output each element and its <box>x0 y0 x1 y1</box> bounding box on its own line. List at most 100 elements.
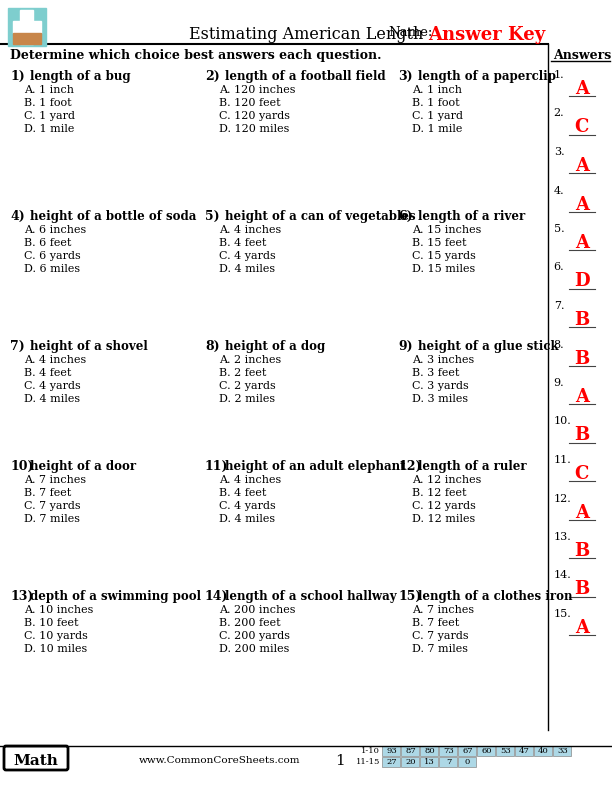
Text: B: B <box>574 581 589 599</box>
Text: A. 15 inches: A. 15 inches <box>412 225 482 235</box>
Text: B. 15 feet: B. 15 feet <box>412 238 466 248</box>
Text: C: C <box>575 465 589 483</box>
Text: A. 200 inches: A. 200 inches <box>219 605 296 615</box>
Text: D. 6 miles: D. 6 miles <box>24 264 80 274</box>
Text: 9): 9) <box>398 340 412 353</box>
Text: D. 4 miles: D. 4 miles <box>219 264 275 274</box>
Text: B: B <box>574 542 589 560</box>
Text: D. 200 miles: D. 200 miles <box>219 644 289 654</box>
Text: B. 4 feet: B. 4 feet <box>219 238 266 248</box>
Text: B. 4 feet: B. 4 feet <box>24 368 72 378</box>
Text: 80: 80 <box>424 747 435 755</box>
Text: A. 12 inches: A. 12 inches <box>412 475 482 485</box>
Text: D. 120 miles: D. 120 miles <box>219 124 289 134</box>
Text: B: B <box>574 349 589 367</box>
Text: height of a can of vegetables: height of a can of vegetables <box>225 210 416 223</box>
Text: C. 1 yard: C. 1 yard <box>412 111 463 121</box>
Text: A: A <box>575 619 589 637</box>
Bar <box>8 8 46 46</box>
Text: 0: 0 <box>465 758 470 766</box>
Text: D: D <box>574 272 589 291</box>
Text: 4.: 4. <box>554 185 564 196</box>
Text: B. 6 feet: B. 6 feet <box>24 238 72 248</box>
Text: 7): 7) <box>10 340 24 353</box>
Text: B. 120 feet: B. 120 feet <box>219 98 281 108</box>
Text: 14.: 14. <box>554 570 572 581</box>
Text: A: A <box>575 196 589 214</box>
Text: B. 1 foot: B. 1 foot <box>24 98 72 108</box>
FancyBboxPatch shape <box>4 746 68 770</box>
Text: length of a clothes iron: length of a clothes iron <box>418 590 572 603</box>
Text: length of a river: length of a river <box>418 210 525 223</box>
Text: 40: 40 <box>538 747 549 755</box>
Text: D. 3 miles: D. 3 miles <box>412 394 468 404</box>
Text: 12): 12) <box>398 460 422 473</box>
Text: B: B <box>574 311 589 329</box>
Bar <box>439 757 457 767</box>
Text: B. 1 foot: B. 1 foot <box>412 98 460 108</box>
Text: D. 2 miles: D. 2 miles <box>219 394 275 404</box>
Text: A. 1 inch: A. 1 inch <box>412 85 462 95</box>
Text: D. 4 miles: D. 4 miles <box>219 514 275 524</box>
Text: 53: 53 <box>500 747 511 755</box>
Bar <box>20 10 33 44</box>
Text: 11-15: 11-15 <box>356 758 380 766</box>
Text: 8): 8) <box>205 340 220 353</box>
Bar <box>382 757 400 767</box>
Text: A: A <box>575 234 589 252</box>
Text: 13): 13) <box>10 590 34 603</box>
Text: 13.: 13. <box>554 532 572 542</box>
Text: 33: 33 <box>557 747 568 755</box>
Text: D. 4 miles: D. 4 miles <box>24 394 80 404</box>
Text: 7.: 7. <box>554 301 564 311</box>
Text: length of a paperclip: length of a paperclip <box>418 70 556 83</box>
Text: 4): 4) <box>10 210 24 223</box>
Text: B. 2 feet: B. 2 feet <box>219 368 266 378</box>
Text: A. 7 inches: A. 7 inches <box>412 605 474 615</box>
Text: Determine which choice best answers each question.: Determine which choice best answers each… <box>10 49 381 62</box>
Text: A. 4 inches: A. 4 inches <box>24 355 86 365</box>
Text: A: A <box>575 504 589 521</box>
Bar <box>458 746 476 756</box>
Text: 14): 14) <box>205 590 228 603</box>
Text: D. 15 miles: D. 15 miles <box>412 264 476 274</box>
Bar <box>420 746 438 756</box>
Text: A: A <box>575 388 589 406</box>
Text: C. 1 yard: C. 1 yard <box>24 111 75 121</box>
Text: 6.: 6. <box>554 262 564 272</box>
Text: 10.: 10. <box>554 417 572 427</box>
Text: D. 7 miles: D. 7 miles <box>24 514 80 524</box>
Bar <box>401 746 419 756</box>
Text: 11): 11) <box>205 460 228 473</box>
Text: 10): 10) <box>10 460 34 473</box>
Text: length of a ruler: length of a ruler <box>418 460 526 473</box>
Text: 6): 6) <box>398 210 412 223</box>
Bar <box>458 757 476 767</box>
Text: 7: 7 <box>446 758 451 766</box>
Text: A. 6 inches: A. 6 inches <box>24 225 86 235</box>
Text: 12.: 12. <box>554 493 572 504</box>
Text: B. 12 feet: B. 12 feet <box>412 488 466 498</box>
Text: 1-10: 1-10 <box>361 747 380 755</box>
Text: 5): 5) <box>205 210 220 223</box>
Text: B. 7 feet: B. 7 feet <box>24 488 71 498</box>
Text: C. 3 yards: C. 3 yards <box>412 381 469 391</box>
Text: C. 15 yards: C. 15 yards <box>412 251 476 261</box>
Bar <box>553 746 571 756</box>
Bar <box>13 21 41 33</box>
Text: A. 2 inches: A. 2 inches <box>219 355 282 365</box>
Text: C. 12 yards: C. 12 yards <box>412 501 476 511</box>
Text: D. 1 mile: D. 1 mile <box>24 124 75 134</box>
Text: height of a glue stick: height of a glue stick <box>418 340 559 353</box>
Text: height of a dog: height of a dog <box>225 340 325 353</box>
Text: 67: 67 <box>462 747 473 755</box>
Text: D. 12 miles: D. 12 miles <box>412 514 476 524</box>
Text: A. 1 inch: A. 1 inch <box>24 85 74 95</box>
Text: D. 10 miles: D. 10 miles <box>24 644 88 654</box>
Text: Name:: Name: <box>388 26 432 39</box>
Bar <box>401 757 419 767</box>
Text: Answer Key: Answer Key <box>428 26 545 44</box>
Text: C. 6 yards: C. 6 yards <box>24 251 81 261</box>
Text: 3.: 3. <box>554 147 564 157</box>
Text: 8.: 8. <box>554 340 564 349</box>
